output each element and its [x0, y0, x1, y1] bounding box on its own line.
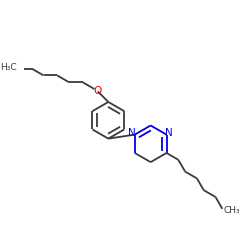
Text: N: N [128, 128, 136, 138]
Text: H₃C: H₃C [0, 63, 16, 72]
Text: O: O [94, 86, 102, 96]
Text: CH₃: CH₃ [224, 206, 240, 215]
Text: N: N [166, 128, 173, 138]
